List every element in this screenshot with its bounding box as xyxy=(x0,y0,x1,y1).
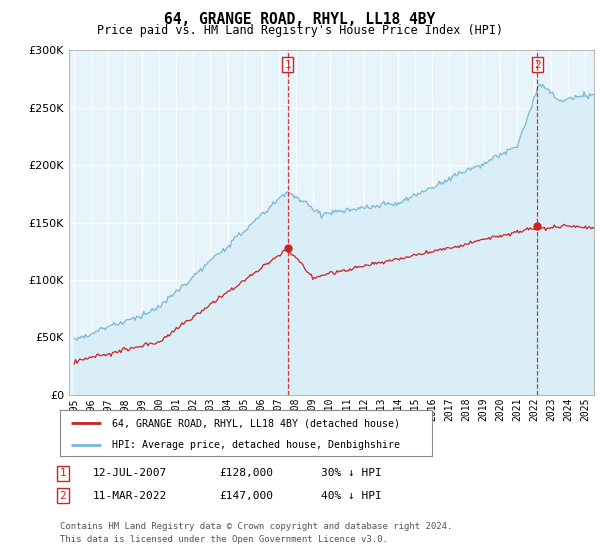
Text: 1: 1 xyxy=(59,468,67,478)
Text: £128,000: £128,000 xyxy=(219,468,273,478)
Text: £147,000: £147,000 xyxy=(219,491,273,501)
Text: 64, GRANGE ROAD, RHYL, LL18 4BY: 64, GRANGE ROAD, RHYL, LL18 4BY xyxy=(164,12,436,27)
Text: 30% ↓ HPI: 30% ↓ HPI xyxy=(321,468,382,478)
Text: 64, GRANGE ROAD, RHYL, LL18 4BY (detached house): 64, GRANGE ROAD, RHYL, LL18 4BY (detache… xyxy=(112,418,400,428)
Text: 2: 2 xyxy=(59,491,67,501)
Text: 40% ↓ HPI: 40% ↓ HPI xyxy=(321,491,382,501)
Text: HPI: Average price, detached house, Denbighshire: HPI: Average price, detached house, Denb… xyxy=(112,440,400,450)
Text: 1: 1 xyxy=(284,59,291,69)
Text: Contains HM Land Registry data © Crown copyright and database right 2024.
This d: Contains HM Land Registry data © Crown c… xyxy=(60,522,452,544)
Text: 2: 2 xyxy=(534,59,541,69)
Text: Price paid vs. HM Land Registry's House Price Index (HPI): Price paid vs. HM Land Registry's House … xyxy=(97,24,503,37)
Text: 11-MAR-2022: 11-MAR-2022 xyxy=(93,491,167,501)
Text: 12-JUL-2007: 12-JUL-2007 xyxy=(93,468,167,478)
